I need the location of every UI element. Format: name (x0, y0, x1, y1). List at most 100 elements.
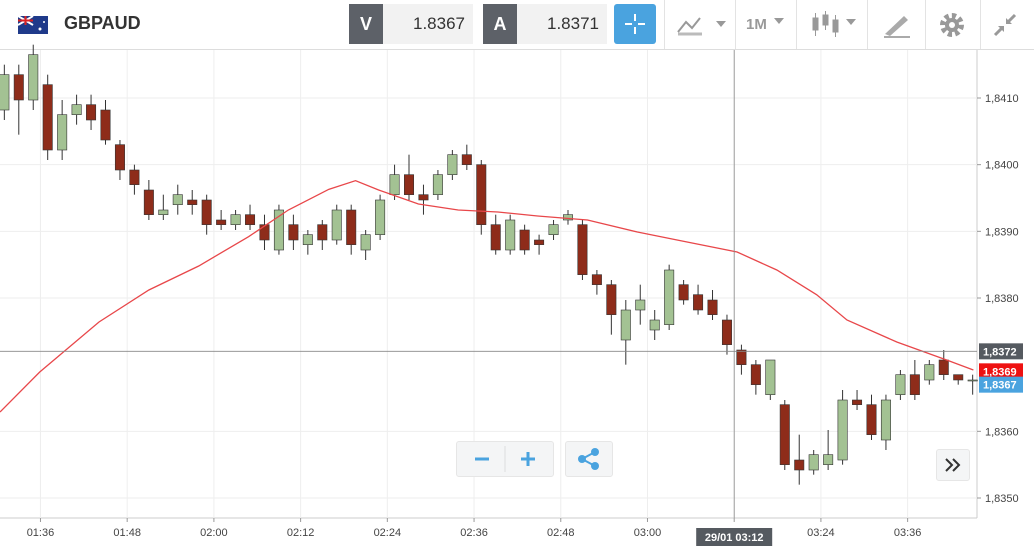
candle-body (476, 164, 487, 225)
price-marker (979, 343, 1023, 360)
candle-body (404, 174, 415, 195)
candle-body (158, 209, 169, 215)
price-marker-label: 1,8367 (983, 380, 1017, 392)
sell-price[interactable]: 1.8367 (383, 4, 473, 44)
candle-body (693, 294, 704, 311)
candle-type-button[interactable] (810, 10, 860, 40)
candle-body (216, 219, 227, 225)
candle-body (143, 189, 154, 215)
crosshair-x-label-bg (696, 528, 773, 546)
candle-body (389, 174, 400, 195)
candle-body (273, 209, 284, 251)
candle-body (924, 364, 935, 381)
separator (735, 0, 736, 49)
separator (980, 0, 981, 49)
candle-body (953, 374, 964, 381)
candle-body (750, 364, 761, 385)
candle-body (866, 404, 877, 435)
separator (925, 0, 926, 49)
x-tick-label: 03:24 (807, 527, 835, 539)
candle-body (779, 404, 790, 465)
candle-body (721, 319, 732, 345)
toolbar: GBPAUD V 1.8367 A 1.8371 1M (0, 0, 1034, 50)
x-tick-label: 02:00 (200, 527, 228, 539)
candle-body (245, 214, 256, 225)
candle-body (0, 74, 10, 111)
candle-body (808, 454, 819, 471)
collapse-button[interactable] (992, 12, 1018, 38)
y-tick-label: 1,8350 (985, 493, 1019, 505)
candle-body (938, 359, 949, 375)
price-marker (979, 376, 1023, 393)
x-tick-label: 01:48 (113, 527, 141, 539)
scroll-right-button[interactable] (936, 449, 970, 481)
flag-icon (18, 16, 48, 34)
candle-body (28, 54, 39, 101)
candle-body (909, 374, 920, 395)
candle-body (505, 219, 516, 251)
buy-label[interactable]: A (483, 4, 517, 44)
buy-price[interactable]: 1.8371 (517, 4, 607, 44)
candle-body (418, 194, 429, 201)
candle-body (606, 284, 617, 315)
chart-type-button[interactable] (676, 12, 728, 38)
candle-body (432, 174, 443, 195)
candle-body (591, 274, 602, 285)
price-marker-label: 1,8372 (983, 346, 1017, 358)
candle-body (880, 399, 891, 441)
candle-body (707, 299, 718, 315)
candle-body (86, 104, 97, 121)
share-button[interactable] (565, 441, 613, 477)
candle-body (765, 359, 776, 395)
candle-body (100, 109, 111, 141)
candle-body (230, 214, 241, 225)
candle-body (57, 114, 68, 151)
candle-body (129, 169, 140, 185)
separator (664, 0, 665, 49)
crosshair-x-label: 29/01 03:12 (705, 532, 764, 544)
candle-body (635, 299, 646, 311)
candle-body (620, 309, 631, 341)
plot-area (0, 50, 977, 518)
y-tick-label: 1,8380 (985, 293, 1019, 305)
price-marker-label: 1,8369 (983, 366, 1017, 378)
candle-body (288, 224, 299, 241)
candle-body (201, 199, 212, 225)
x-tick-label: 01:36 (27, 527, 55, 539)
y-tick-label: 1,8360 (985, 426, 1019, 438)
separator (867, 0, 868, 49)
x-tick-label: 02:12 (287, 527, 315, 539)
candle-body (42, 84, 53, 151)
candle-body (736, 349, 747, 365)
sell-label[interactable]: V (349, 4, 383, 44)
y-tick-label: 1,8390 (985, 226, 1019, 238)
candle-body (331, 209, 342, 241)
x-tick-label: 02:48 (547, 527, 575, 539)
settings-button[interactable] (938, 11, 966, 39)
candle-body (664, 269, 675, 325)
candle-body (967, 379, 978, 382)
candle-body (187, 199, 198, 205)
timeframe[interactable]: 1M (746, 16, 767, 33)
moving-average-line (0, 179, 974, 413)
zoom-controls (456, 441, 554, 477)
candle-body (548, 224, 559, 235)
dropdown-arrow (774, 18, 784, 24)
candle-body (302, 234, 313, 245)
candle-body (490, 224, 501, 251)
symbol: GBPAUD (64, 13, 141, 33)
candle-body (360, 234, 371, 251)
price-marker (979, 363, 1023, 380)
candle-body (823, 454, 834, 465)
crosshair-button[interactable] (614, 4, 656, 44)
candle-body (562, 214, 573, 221)
candle-body (461, 154, 472, 165)
candle-body (13, 74, 24, 101)
candle-body (837, 399, 848, 461)
draw-button[interactable] (882, 12, 912, 38)
candle-body (794, 459, 805, 471)
candle-body (447, 154, 458, 175)
x-tick-label: 03:36 (894, 527, 922, 539)
